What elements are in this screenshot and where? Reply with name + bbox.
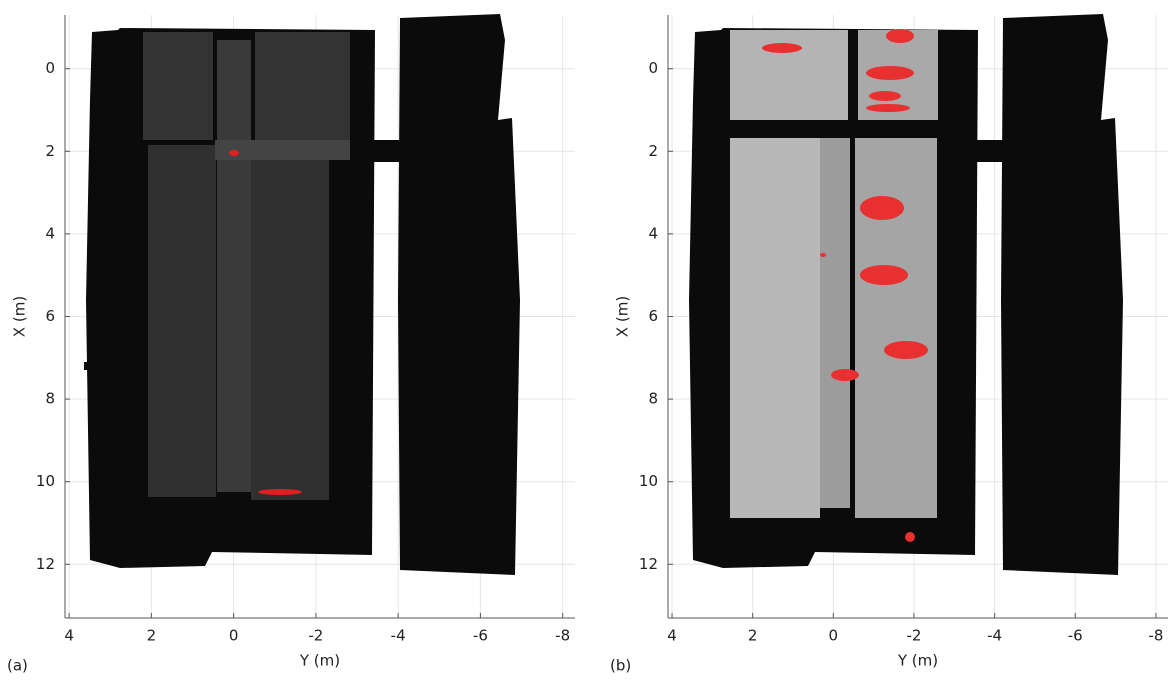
y-tick-label: 8 <box>45 390 55 408</box>
x-tick-label: 4 <box>667 627 677 645</box>
x-tick-label: -4 <box>987 627 1002 645</box>
x-tick-label: -8 <box>1148 627 1163 645</box>
point-cloud <box>84 14 520 575</box>
y-tick-label: 6 <box>648 307 658 325</box>
x-tick-label: 4 <box>64 627 74 645</box>
y-tick-label: 0 <box>648 59 658 77</box>
panel-label: (b) <box>610 657 631 675</box>
y-tick-label: 10 <box>639 472 658 490</box>
x-axis-label: Y (m) <box>897 652 938 670</box>
x-tick-label: -2 <box>906 627 921 645</box>
y-axis-label: X (m) <box>11 296 29 337</box>
y-tick-label: 12 <box>36 555 55 573</box>
y-tick-label: 0 <box>45 59 55 77</box>
x-tick-label: -4 <box>391 627 406 645</box>
y-tick-label: 4 <box>648 224 658 242</box>
x-tick-label: -8 <box>555 627 570 645</box>
x-tick-label: 2 <box>748 627 758 645</box>
x-axis-label: Y (m) <box>299 652 340 670</box>
y-tick-label: 8 <box>648 390 658 408</box>
y-axis-label: X (m) <box>614 296 632 337</box>
figure: 4 2 0 -2 -4 -6 -8 0 2 4 6 8 10 12 Y (m) X (m) (a) 4 2 0 -2 -4… <box>0 0 1171 681</box>
x-tick-label: 2 <box>147 627 157 645</box>
y-tick-label: 10 <box>36 472 55 490</box>
panel-label: (a) <box>7 657 28 675</box>
y-tick-label: 4 <box>45 224 55 242</box>
y-tick-label: 12 <box>639 555 658 573</box>
x-tick-label: 0 <box>229 627 239 645</box>
y-tick-label: 2 <box>648 142 658 160</box>
x-tick-label: -2 <box>308 627 323 645</box>
y-tick-label: 6 <box>45 307 55 325</box>
x-tick-label: -6 <box>1068 627 1083 645</box>
x-tick-label: -6 <box>473 627 488 645</box>
point-cloud <box>689 14 1123 575</box>
y-tick-label: 2 <box>45 142 55 160</box>
x-tick-label: 0 <box>829 627 839 645</box>
